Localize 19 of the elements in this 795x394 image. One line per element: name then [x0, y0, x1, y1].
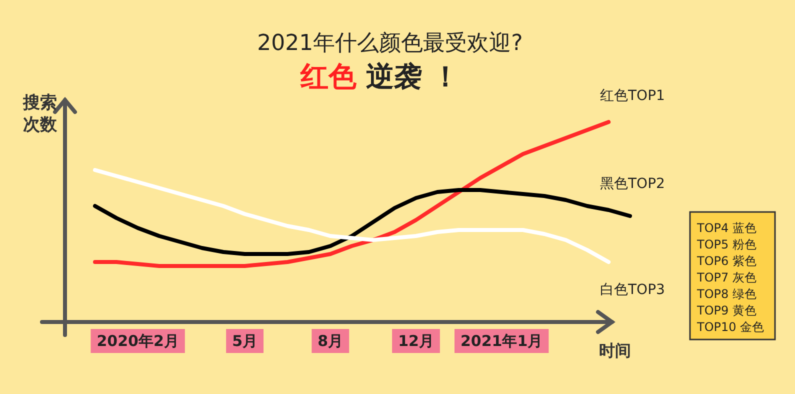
x-tick-label: 5月 — [232, 332, 258, 350]
x-tick-label: 12月 — [398, 332, 434, 350]
x-tick-label: 2020年2月 — [96, 332, 179, 350]
text: TOP5 粉色 — [696, 238, 756, 252]
x-axis-title: 时间 — [599, 341, 631, 360]
text: TOP4 蓝色 — [696, 221, 756, 235]
x-tick-label: 2021年1月 — [460, 332, 543, 350]
chart-subtitle: 红色 逆袭 ！ — [299, 60, 460, 93]
chart-title: 2021年什么颜色最受欢迎? — [257, 31, 523, 56]
series-label: 红色TOP1 — [600, 88, 665, 104]
text: TOP7 灰色 — [696, 270, 756, 284]
text: TOP6 紫色 — [696, 254, 756, 268]
series-label: 白色TOP3 — [600, 282, 665, 298]
text: TOP9 黄色 — [696, 304, 756, 318]
text: TOP8 绿色 — [696, 287, 756, 301]
y-axis-title: 搜索次数 — [22, 93, 58, 135]
text: TOP10 金色 — [696, 320, 764, 334]
x-tick-label: 8月 — [318, 332, 344, 350]
series-label: 黑色TOP2 — [600, 176, 665, 192]
